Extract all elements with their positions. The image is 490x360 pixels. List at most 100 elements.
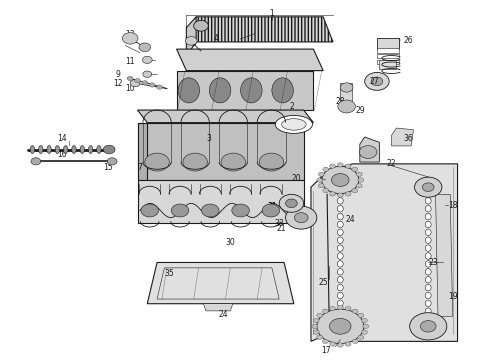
Ellipse shape [47, 145, 51, 153]
Ellipse shape [275, 116, 313, 134]
Text: 30: 30 [225, 238, 235, 247]
Polygon shape [138, 110, 314, 123]
Ellipse shape [337, 343, 343, 347]
Ellipse shape [330, 319, 351, 334]
Polygon shape [138, 123, 147, 180]
Ellipse shape [337, 198, 343, 204]
Ellipse shape [331, 174, 349, 186]
Ellipse shape [313, 330, 319, 334]
Text: 33: 33 [274, 219, 284, 228]
Text: 11: 11 [125, 57, 135, 66]
Ellipse shape [371, 77, 383, 86]
Ellipse shape [149, 83, 155, 87]
Ellipse shape [185, 37, 197, 45]
Text: 24: 24 [218, 310, 228, 319]
Polygon shape [392, 128, 414, 146]
Text: 28: 28 [336, 96, 345, 105]
Ellipse shape [171, 204, 189, 217]
Ellipse shape [425, 269, 431, 275]
Text: 37: 37 [365, 150, 374, 159]
Ellipse shape [337, 163, 343, 167]
Ellipse shape [259, 153, 284, 171]
Ellipse shape [352, 189, 358, 193]
Text: 7: 7 [138, 163, 143, 172]
Ellipse shape [425, 261, 431, 267]
Ellipse shape [425, 213, 431, 220]
Polygon shape [360, 137, 379, 162]
Ellipse shape [425, 182, 431, 188]
Ellipse shape [425, 276, 431, 283]
Text: 5: 5 [191, 39, 196, 48]
Ellipse shape [337, 276, 343, 283]
Ellipse shape [425, 245, 431, 251]
Ellipse shape [279, 194, 304, 212]
Ellipse shape [178, 78, 199, 103]
Polygon shape [340, 83, 352, 110]
Ellipse shape [322, 309, 328, 313]
Ellipse shape [286, 199, 297, 208]
Ellipse shape [318, 184, 324, 188]
Ellipse shape [337, 316, 343, 322]
Bar [379, 60, 396, 69]
Ellipse shape [286, 206, 317, 229]
Ellipse shape [345, 342, 351, 346]
Ellipse shape [139, 43, 151, 51]
Text: 18: 18 [448, 201, 457, 210]
Ellipse shape [323, 189, 329, 193]
Ellipse shape [359, 145, 377, 158]
Ellipse shape [425, 221, 431, 228]
Ellipse shape [337, 193, 343, 197]
Ellipse shape [425, 324, 431, 330]
Text: 36: 36 [404, 134, 414, 143]
Ellipse shape [337, 292, 343, 299]
Text: 31: 31 [267, 202, 277, 211]
Ellipse shape [422, 183, 434, 192]
Ellipse shape [365, 72, 389, 90]
Ellipse shape [425, 300, 431, 307]
Ellipse shape [241, 78, 262, 103]
Ellipse shape [337, 221, 343, 228]
Text: 13: 13 [125, 30, 135, 39]
Ellipse shape [358, 313, 364, 318]
Ellipse shape [337, 245, 343, 251]
Ellipse shape [410, 313, 447, 340]
Polygon shape [203, 304, 233, 311]
Ellipse shape [103, 145, 115, 154]
Text: 24: 24 [345, 215, 355, 224]
Ellipse shape [337, 253, 343, 259]
Ellipse shape [282, 119, 306, 130]
Polygon shape [311, 164, 458, 341]
Text: 19: 19 [448, 292, 458, 301]
Ellipse shape [337, 308, 343, 315]
Ellipse shape [352, 167, 358, 171]
Bar [377, 60, 399, 64]
Ellipse shape [323, 167, 329, 171]
Ellipse shape [39, 145, 43, 153]
Ellipse shape [322, 339, 328, 343]
Ellipse shape [425, 190, 431, 196]
Ellipse shape [143, 56, 152, 63]
Ellipse shape [194, 21, 208, 31]
Text: 16: 16 [57, 150, 67, 159]
Ellipse shape [337, 182, 343, 188]
Ellipse shape [317, 178, 323, 182]
Ellipse shape [317, 309, 364, 343]
Text: 4: 4 [213, 34, 218, 43]
Text: 26: 26 [404, 36, 414, 45]
Ellipse shape [80, 145, 84, 153]
Ellipse shape [425, 198, 431, 204]
Ellipse shape [337, 324, 343, 330]
Ellipse shape [130, 80, 140, 87]
Ellipse shape [107, 158, 117, 165]
Ellipse shape [362, 330, 368, 334]
Bar [377, 48, 399, 53]
Ellipse shape [352, 309, 358, 313]
Ellipse shape [337, 269, 343, 275]
Ellipse shape [97, 145, 101, 153]
Text: 23: 23 [428, 258, 438, 267]
Ellipse shape [363, 324, 368, 328]
Ellipse shape [425, 284, 431, 291]
Ellipse shape [122, 33, 138, 44]
Ellipse shape [329, 342, 335, 346]
Ellipse shape [262, 204, 280, 217]
